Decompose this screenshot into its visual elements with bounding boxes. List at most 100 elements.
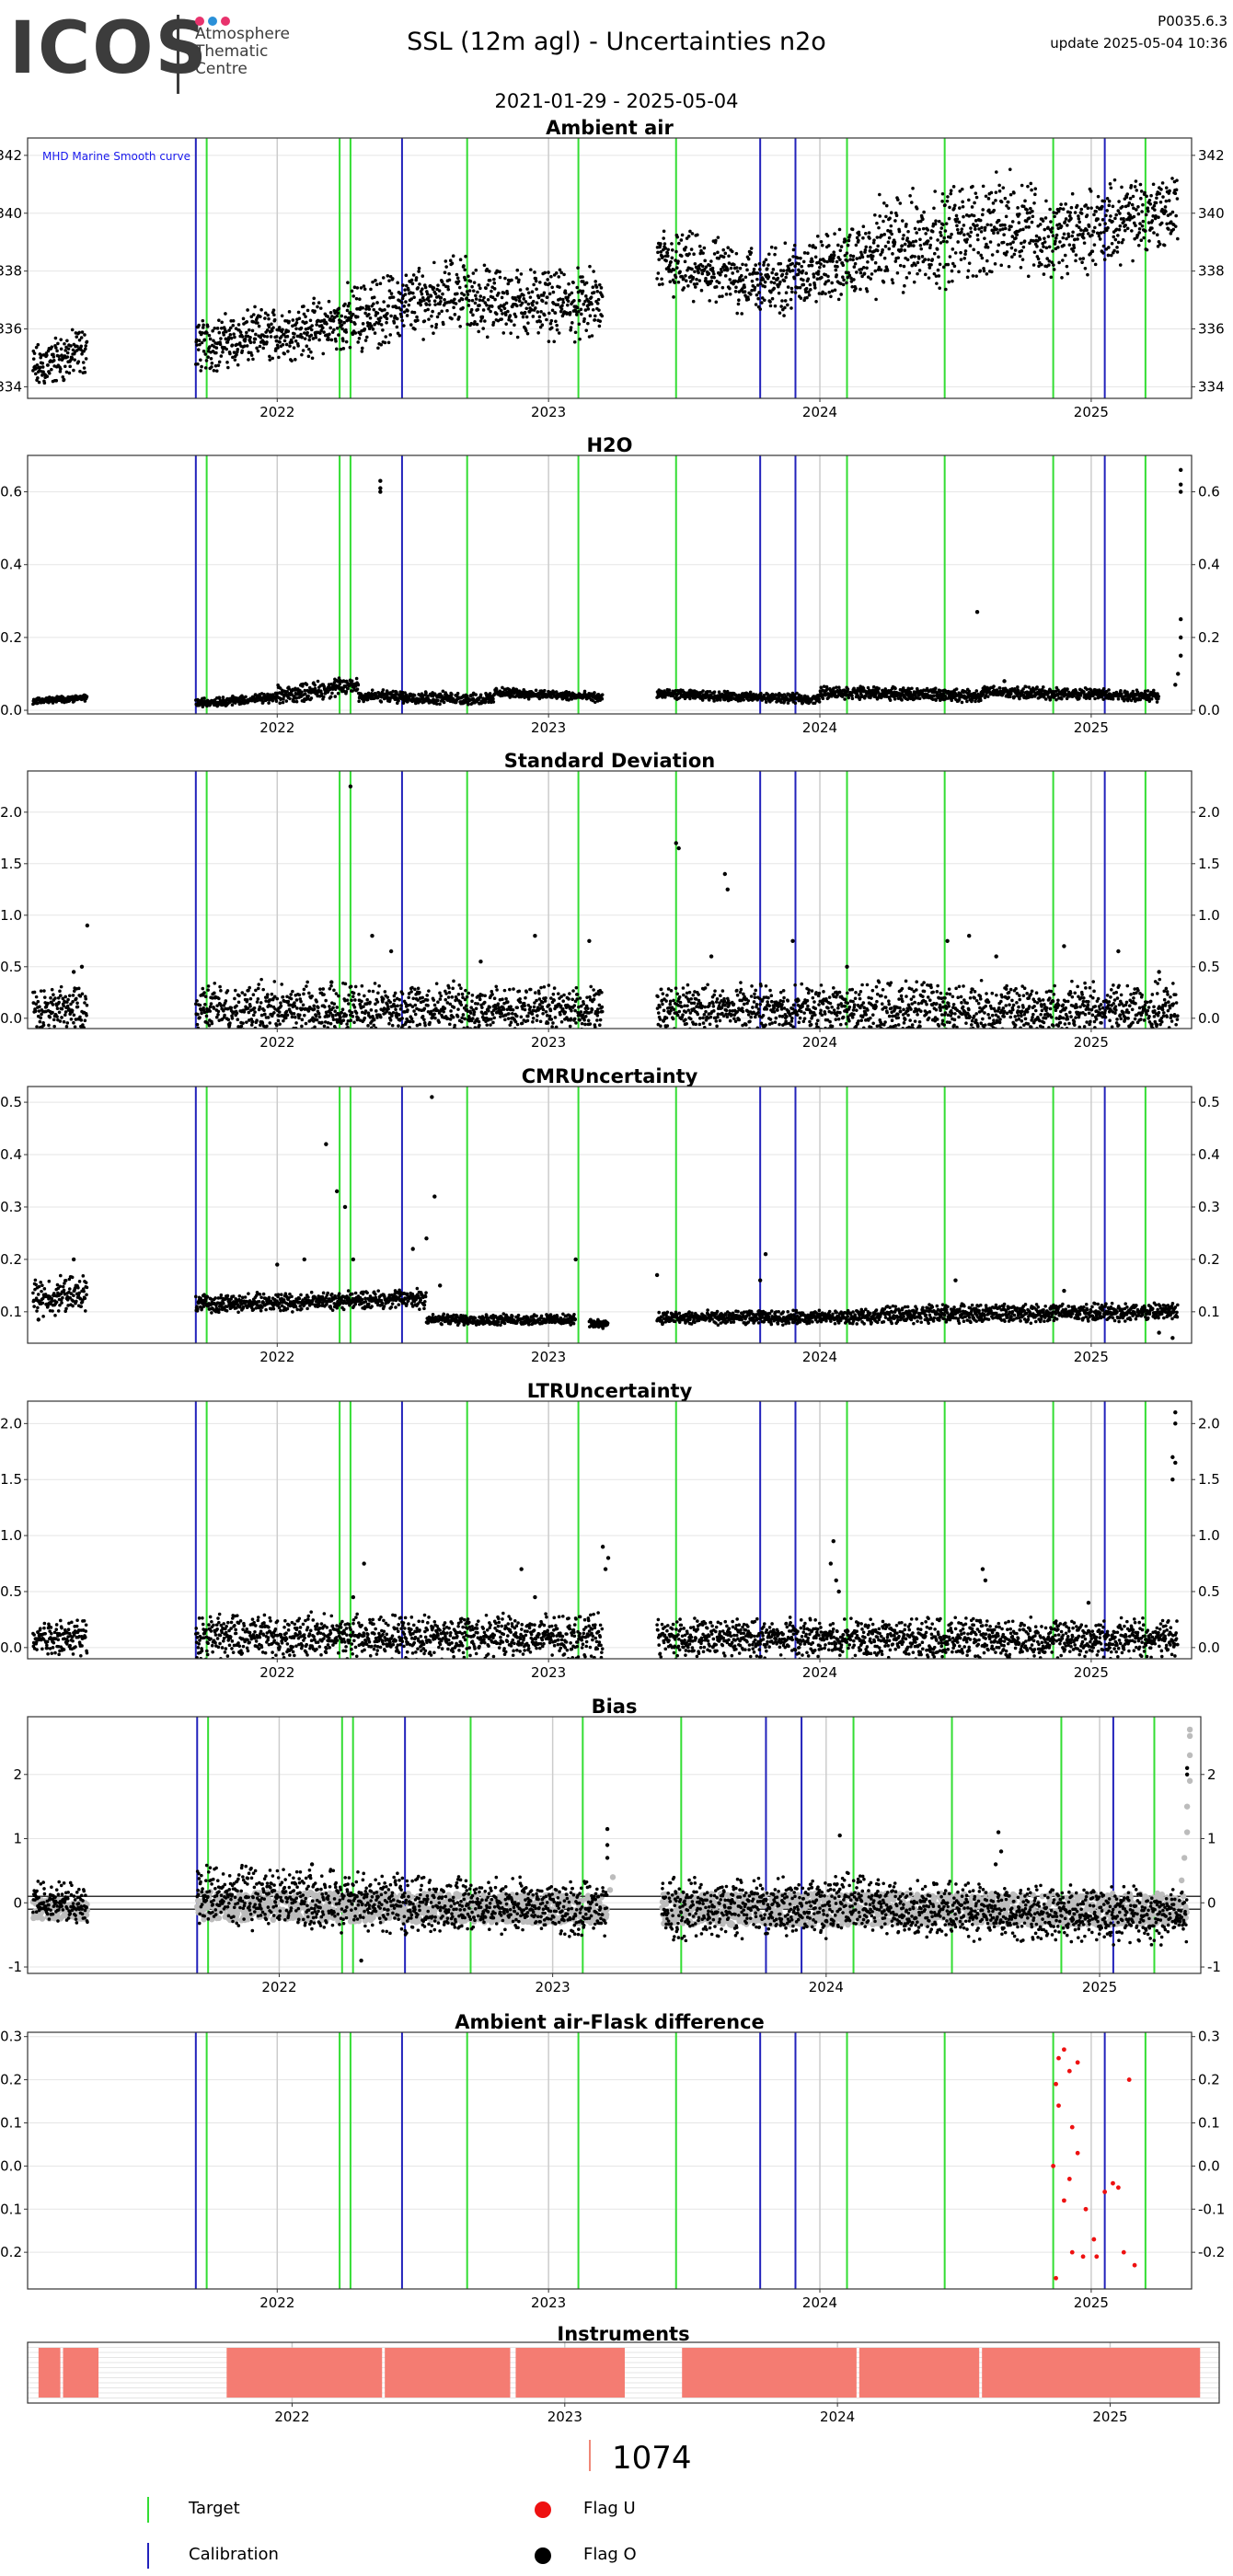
data-point xyxy=(40,365,45,369)
data-point xyxy=(417,270,421,273)
data-point xyxy=(1117,227,1122,232)
data-point xyxy=(1077,214,1080,218)
data-point xyxy=(983,228,987,232)
data-point xyxy=(939,226,944,230)
data-point xyxy=(1041,685,1045,689)
data-point xyxy=(939,689,942,693)
data-point xyxy=(1112,248,1116,253)
data-point xyxy=(994,199,997,202)
data-point xyxy=(790,269,795,272)
data-point xyxy=(1066,232,1070,236)
data-point xyxy=(884,203,889,208)
data-point xyxy=(367,327,372,331)
data-point xyxy=(547,311,551,316)
data-point xyxy=(302,312,306,316)
data-point xyxy=(838,248,843,253)
data-point xyxy=(330,330,335,334)
data-point xyxy=(490,289,493,293)
data-point xyxy=(755,283,760,287)
data-point xyxy=(572,340,577,344)
data-point xyxy=(1058,240,1062,244)
data-point xyxy=(939,234,943,237)
data-point xyxy=(345,308,350,313)
data-point xyxy=(793,291,798,294)
data-point xyxy=(582,689,587,694)
data-point xyxy=(292,699,296,704)
data-point xyxy=(845,251,849,255)
data-point xyxy=(1115,246,1119,249)
data-point xyxy=(361,322,365,326)
data-point xyxy=(593,700,597,705)
data-point xyxy=(63,349,67,352)
data-point xyxy=(1021,204,1026,209)
data-point xyxy=(328,326,332,330)
data-point xyxy=(1047,263,1051,267)
data-point xyxy=(389,314,393,318)
data-point xyxy=(932,271,937,276)
data-point xyxy=(310,324,314,328)
data-point xyxy=(379,342,384,347)
data-point xyxy=(1012,252,1017,257)
data-point xyxy=(1087,224,1091,228)
data-point xyxy=(1167,199,1171,202)
data-point xyxy=(1077,233,1082,236)
data-point xyxy=(918,243,923,247)
data-point xyxy=(381,688,386,692)
data-point xyxy=(809,287,812,292)
data-point xyxy=(1037,264,1041,269)
data-point xyxy=(701,251,705,255)
data-point xyxy=(753,285,757,290)
data-point xyxy=(502,306,507,311)
data-point xyxy=(903,248,907,252)
data-point xyxy=(525,331,530,336)
data-point xyxy=(567,282,570,286)
data-point xyxy=(937,274,941,278)
data-point xyxy=(943,229,948,233)
data-point xyxy=(486,297,490,302)
data-point xyxy=(450,316,454,321)
data-point xyxy=(274,335,279,339)
data-point xyxy=(265,340,269,344)
data-point xyxy=(47,696,52,699)
data-point xyxy=(205,331,209,335)
data-point xyxy=(64,345,68,350)
data-point xyxy=(764,700,768,704)
data-point xyxy=(337,676,341,680)
data-point xyxy=(214,369,219,374)
data-point xyxy=(890,278,894,282)
data-point xyxy=(1031,239,1035,243)
data-point xyxy=(340,323,344,327)
data-point xyxy=(1164,199,1169,203)
data-point xyxy=(978,269,983,273)
data-point xyxy=(896,198,900,201)
data-point xyxy=(827,290,832,294)
data-point xyxy=(1008,167,1012,171)
data-point xyxy=(1003,196,1008,201)
data-point xyxy=(460,297,465,302)
data-point xyxy=(214,346,219,350)
data-point xyxy=(474,268,478,272)
data-point xyxy=(1020,258,1025,261)
data-point xyxy=(54,378,59,383)
data-point xyxy=(1176,236,1180,241)
data-point xyxy=(1101,251,1105,255)
data-point xyxy=(1137,231,1141,235)
data-point xyxy=(296,344,300,348)
data-point xyxy=(661,282,664,286)
data-point xyxy=(998,228,1002,232)
data-point xyxy=(953,203,957,208)
data-point xyxy=(985,271,989,276)
data-point xyxy=(536,295,541,300)
data-point xyxy=(555,323,559,328)
data-point xyxy=(784,275,788,280)
data-point xyxy=(1124,195,1129,200)
data-point xyxy=(700,264,705,269)
data-point xyxy=(219,337,223,340)
data-point xyxy=(436,698,440,703)
data-point xyxy=(201,326,205,329)
data-point xyxy=(317,301,321,305)
data-point xyxy=(900,244,905,247)
data-point xyxy=(830,289,835,293)
data-point xyxy=(863,247,868,252)
